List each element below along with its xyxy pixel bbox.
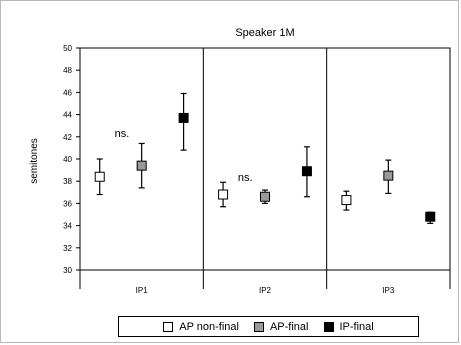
point-ap-non-final-ip1 bbox=[94, 158, 105, 196]
marker bbox=[341, 195, 352, 206]
y-tick-label: 40 bbox=[63, 155, 72, 164]
legend-item: AP non-final bbox=[163, 321, 239, 333]
y-tick-label: 42 bbox=[63, 133, 72, 142]
marker bbox=[260, 191, 270, 202]
y-tick-label: 32 bbox=[63, 244, 72, 253]
legend-swatch bbox=[323, 321, 334, 332]
legend-swatch bbox=[253, 321, 264, 332]
point-ap-final-ip3 bbox=[383, 159, 394, 195]
category-label: IP2 bbox=[259, 286, 272, 295]
point-ip-final-ip1 bbox=[178, 92, 189, 151]
annotation-ns: ns. bbox=[115, 128, 130, 140]
legend-label: AP non-final bbox=[179, 320, 239, 333]
annotation-ns: ns. bbox=[238, 172, 253, 184]
y-tick-label: 30 bbox=[63, 266, 72, 275]
y-tick-label: 44 bbox=[63, 111, 72, 120]
y-tick-label: 38 bbox=[63, 177, 72, 186]
y-axis-label: semitones bbox=[29, 138, 40, 184]
marker bbox=[94, 171, 105, 182]
y-tick-label: 34 bbox=[63, 222, 72, 231]
category-label: IP1 bbox=[136, 286, 149, 295]
point-ip-final-ip2 bbox=[301, 146, 312, 198]
plot-area bbox=[79, 47, 451, 271]
point-ap-final-ip1 bbox=[136, 142, 147, 189]
marker bbox=[178, 112, 189, 123]
legend-item: AP-final bbox=[253, 320, 309, 333]
legend: AP non-final AP-final IP-final bbox=[118, 316, 419, 337]
y-tick-label: 50 bbox=[63, 44, 72, 53]
legend-swatch bbox=[163, 321, 174, 332]
point-ap-non-final-ip2 bbox=[218, 181, 229, 208]
y-tick-label: 36 bbox=[63, 199, 72, 208]
category-label: IP3 bbox=[382, 286, 395, 295]
legend-label: AP-final bbox=[269, 320, 309, 333]
point-ap-final-ip2 bbox=[260, 189, 270, 204]
marker bbox=[383, 170, 394, 181]
marker bbox=[136, 160, 147, 171]
legend-label: IP-final bbox=[339, 320, 374, 333]
y-tick-label: 46 bbox=[63, 88, 72, 97]
marker bbox=[218, 189, 229, 200]
marker bbox=[301, 166, 312, 177]
marker bbox=[425, 211, 436, 222]
legend-item: IP-final bbox=[323, 320, 374, 333]
chart-title: Speaker 1M bbox=[235, 27, 294, 39]
point-ap-non-final-ip3 bbox=[341, 190, 352, 211]
y-tick-label: 48 bbox=[63, 66, 72, 75]
point-ip-final-ip3 bbox=[425, 211, 436, 224]
